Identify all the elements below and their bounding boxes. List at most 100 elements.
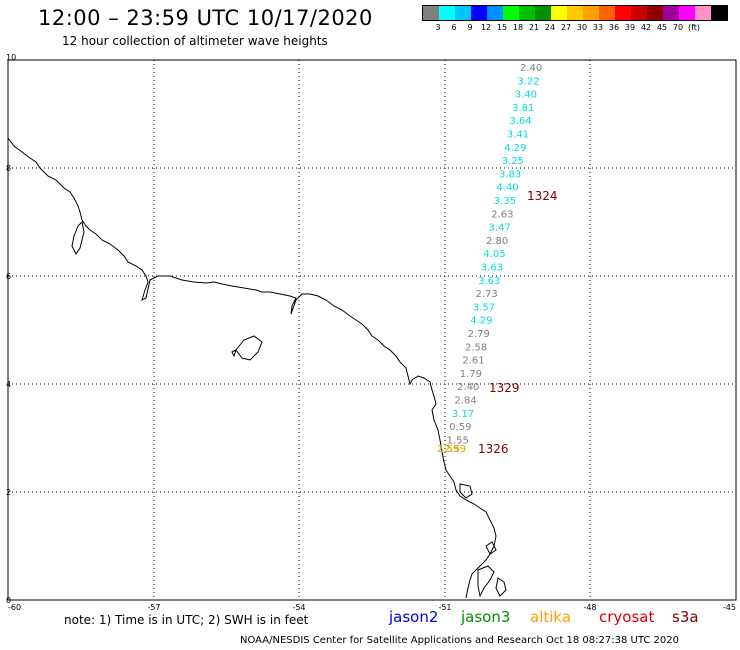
legend-swatch [439, 6, 455, 20]
satellite-label-jason3: jason3 [461, 608, 511, 626]
swh-value: 2.80 [486, 236, 508, 247]
swh-value: 4.29 [470, 316, 492, 327]
color-scale-swatches [422, 5, 728, 21]
legend-swatch [535, 6, 551, 20]
legend-swatch [503, 6, 519, 20]
swh-value: 3.25 [502, 156, 524, 167]
x-tick-label: -51 [438, 603, 451, 612]
swh-value: 3.41 [507, 130, 529, 141]
swh-value: 2.63 [491, 209, 513, 220]
color-scale-labels: 3 6 9 12 15 18 21 24 27 30 33 36 39 42 45 70 (ft) [422, 21, 728, 33]
legend-label: 3 [435, 23, 441, 32]
swh-value: 3.83 [499, 169, 521, 180]
swh-value: 2.40 [457, 382, 479, 393]
x-tick-label: -60 [8, 603, 21, 612]
legend-swatch [679, 6, 695, 20]
legend-swatch [487, 6, 503, 20]
swh-value: 3.17 [452, 409, 474, 420]
legend-label: 6 [451, 23, 457, 32]
swh-value: 3.81 [512, 103, 534, 114]
swh-value: 2.58 [465, 342, 487, 353]
legend-swatch [695, 6, 711, 20]
y-tick-label: 6 [6, 272, 11, 281]
pass-time-label: 1324 [527, 189, 558, 203]
legend-label: 18 [512, 23, 524, 32]
swh-value: 2.61 [462, 356, 484, 367]
swh-value: 1.79 [460, 369, 482, 380]
satellite-label-altika: altika [530, 608, 572, 626]
note-text: note: 1) Time is in UTC; 2) SWH is in fe… [64, 613, 309, 627]
map-frame [7, 59, 737, 601]
swh-value: 2.59 [437, 444, 459, 455]
legend-label: 24 [544, 23, 556, 32]
legend-label: 42 [640, 23, 652, 32]
legend-label: 39 [624, 23, 636, 32]
pass-time-label: 1326 [478, 442, 509, 456]
x-tick-label: -45 [723, 603, 736, 612]
graticule [8, 60, 736, 600]
swh-value: 3.22 [517, 76, 539, 87]
legend-label: 36 [608, 23, 620, 32]
wave-height-observations: 2.40 3.22 3.40 3.81 3.64 3.41 4.29 3.25 3.83 4.40… [437, 63, 558, 456]
swh-value: 2.79 [468, 329, 490, 340]
legend-swatch [519, 6, 535, 20]
swh-value: 2.84 [455, 396, 477, 407]
legend-swatch [551, 6, 567, 20]
legend-swatch [567, 6, 583, 20]
legend-label: 12 [480, 23, 492, 32]
legend-label: 30 [576, 23, 588, 32]
credit-footer: NOAA/NESDIS Center for Satellite Applica… [240, 635, 679, 646]
legend-swatch [471, 6, 487, 20]
swh-value: 2.40 [520, 63, 542, 74]
x-tick-label: -48 [583, 603, 596, 612]
swh-value: 3.57 [473, 302, 495, 313]
legend-swatch [583, 6, 599, 20]
legend-label: 33 [592, 23, 604, 32]
legend-swatch [631, 6, 647, 20]
legend-swatch [711, 6, 727, 20]
satellite-label-jason2: jason2 [389, 608, 439, 626]
coastline [7, 137, 507, 599]
swh-value: 3.63 [481, 263, 503, 274]
swh-value: 3.40 [515, 90, 537, 101]
legend-swatch [663, 6, 679, 20]
swh-value: 4.29 [504, 143, 526, 154]
y-tick-label: 0 [6, 596, 11, 605]
legend-swatch [455, 6, 471, 20]
y-tick-label: 4 [6, 380, 11, 389]
legend-swatch [647, 6, 663, 20]
y-tick-label: 2 [6, 488, 11, 497]
swh-value: 1.55 [447, 435, 469, 446]
swh-value: 3.63 [478, 276, 500, 287]
swh-value: 2.59 [444, 444, 466, 455]
legend-label: (ft) [687, 23, 701, 32]
color-scale-legend: 3 6 9 12 15 18 21 24 27 30 33 36 39 42 45 70 (ft) [422, 5, 728, 33]
y-tick-label: 8 [6, 164, 11, 173]
legend-swatch [615, 6, 631, 20]
swh-value: 3.64 [510, 116, 532, 127]
legend-swatch [423, 6, 439, 20]
x-tick-label: -57 [147, 603, 160, 612]
axis-tick-labels: -60 -57 -54 -51 -48 -45 0 2 4 6 8 10 [6, 53, 736, 612]
legend-label: 15 [496, 23, 508, 32]
legend-swatch [599, 6, 615, 20]
swh-value: 4.40 [496, 183, 518, 194]
satellite-label-cryosat: cryosat [599, 608, 655, 626]
swh-value: 2.73 [475, 289, 497, 300]
legend-label: 70 [672, 23, 684, 32]
satellite-label-s3a: s3a [672, 608, 699, 626]
pass-time-label: 1329 [489, 381, 520, 395]
legend-label: 9 [467, 23, 473, 32]
swh-value: 3.47 [489, 223, 511, 234]
map-title: 12:00 – 23:59 UTC 10/17/2020 [38, 6, 373, 30]
x-tick-label: -54 [292, 603, 305, 612]
legend-label: 27 [560, 23, 572, 32]
map-subtitle: 12 hour collection of altimeter wave hei… [62, 34, 328, 48]
swh-value: 3.35 [494, 196, 516, 207]
swh-value: 0.59 [449, 422, 471, 433]
y-tick-label: 10 [6, 53, 16, 62]
legend-label: 45 [656, 23, 668, 32]
legend-label: 21 [528, 23, 540, 32]
swh-value: 4.05 [483, 249, 505, 260]
